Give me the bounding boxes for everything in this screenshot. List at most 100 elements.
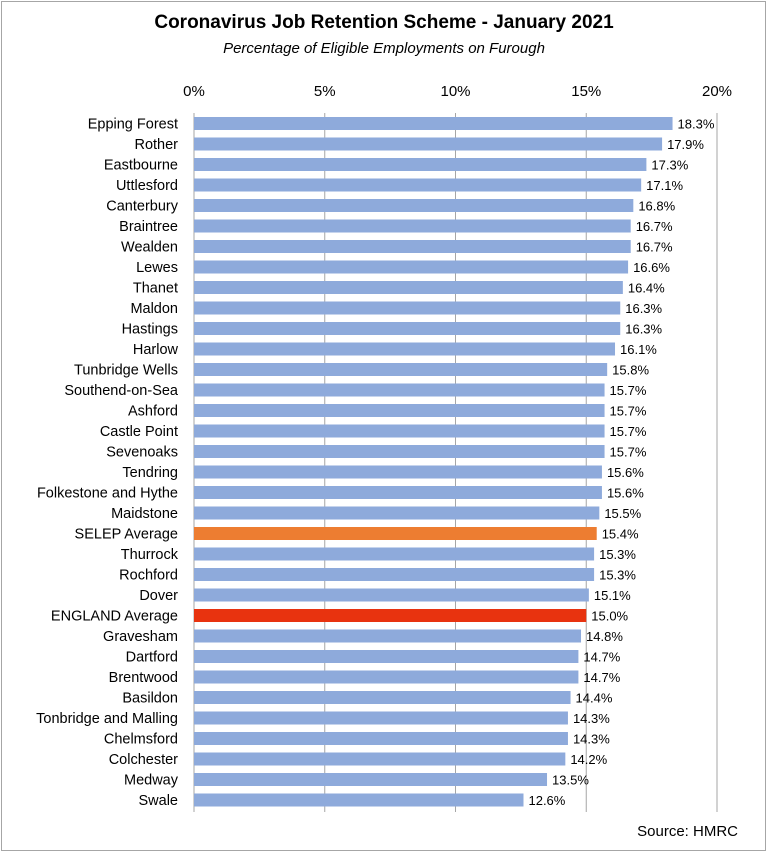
x-tick-label: 15% — [571, 83, 601, 100]
data-label: 14.7% — [583, 670, 620, 685]
data-label: 14.3% — [573, 711, 610, 726]
bar — [194, 752, 566, 766]
category-label: Sevenoaks — [106, 445, 178, 461]
bar — [194, 793, 524, 807]
bar — [194, 629, 582, 643]
category-label: Southend-on-Sea — [64, 383, 179, 399]
data-label: 16.8% — [638, 199, 675, 214]
category-label: Ashford — [128, 404, 178, 420]
bar — [194, 465, 602, 479]
bar — [194, 527, 597, 540]
bar — [194, 240, 631, 253]
category-label: Maidstone — [111, 506, 178, 522]
data-label: 16.7% — [636, 240, 673, 255]
category-label: Braintree — [119, 219, 178, 235]
data-label: 14.4% — [576, 691, 613, 706]
bar — [194, 178, 642, 192]
bar — [194, 609, 587, 622]
x-tick-label: 10% — [440, 83, 470, 100]
data-label: 14.2% — [570, 752, 607, 767]
data-label: 12.6% — [528, 793, 565, 808]
bar — [194, 445, 605, 458]
category-label: Thanet — [133, 281, 178, 297]
data-label: 16.3% — [625, 301, 662, 316]
category-label: Medway — [124, 773, 179, 789]
bar — [194, 691, 571, 704]
category-label: Dover — [139, 588, 178, 604]
x-tick-label: 0% — [183, 83, 205, 100]
bar — [194, 732, 568, 745]
bar — [194, 281, 623, 294]
data-label: 15.0% — [591, 609, 628, 624]
data-label: 16.6% — [633, 260, 670, 275]
category-label: Rochford — [119, 568, 178, 584]
data-label: 15.6% — [607, 486, 644, 501]
source-note: Source: HMRC — [637, 823, 738, 840]
bar — [194, 117, 673, 130]
bar — [194, 383, 605, 397]
data-label: 14.8% — [586, 629, 623, 644]
data-label: 16.7% — [636, 219, 673, 234]
category-label: Tonbridge and Malling — [36, 711, 178, 727]
bar — [194, 711, 568, 725]
bar — [194, 342, 616, 356]
data-label: 13.5% — [552, 773, 589, 788]
bar — [194, 588, 589, 602]
data-label: 15.4% — [602, 527, 639, 542]
data-label: 15.7% — [610, 424, 647, 439]
chart-title: Coronavirus Job Retention Scheme - Janua… — [154, 12, 614, 33]
category-label: Gravesham — [103, 629, 178, 645]
category-label: Canterbury — [106, 199, 178, 215]
data-label: 15.8% — [612, 363, 649, 378]
bar — [194, 363, 608, 376]
bar — [194, 486, 602, 499]
category-label: Uttlesford — [116, 178, 178, 194]
bar — [194, 670, 579, 684]
bar — [194, 137, 663, 151]
data-label: 18.3% — [678, 117, 715, 132]
bar — [194, 568, 595, 581]
data-label: 14.7% — [583, 650, 620, 665]
bar — [194, 506, 600, 520]
category-label: Epping Forest — [88, 117, 178, 133]
category-label: ENGLAND Average — [51, 609, 178, 625]
data-label: 15.3% — [599, 547, 636, 562]
category-label: Tendring — [122, 465, 178, 481]
x-tick-label: 5% — [314, 83, 336, 100]
bar — [194, 301, 621, 315]
data-label: 17.9% — [667, 137, 704, 152]
data-label: 15.7% — [610, 383, 647, 398]
bar — [194, 773, 548, 786]
bar — [194, 424, 605, 438]
category-label: Hastings — [122, 322, 178, 338]
category-label: Thurrock — [121, 547, 179, 563]
data-label: 14.3% — [573, 732, 610, 747]
data-label: 15.6% — [607, 465, 644, 480]
chart-subtitle: Percentage of Eligible Employments on Fu… — [223, 40, 545, 57]
bar — [194, 260, 629, 274]
data-label: 15.7% — [610, 404, 647, 419]
data-label: 16.4% — [628, 281, 665, 296]
category-label: Tunbridge Wells — [74, 363, 178, 379]
bar — [194, 322, 621, 335]
category-label: Rother — [134, 137, 178, 153]
data-label: 16.3% — [625, 322, 662, 337]
category-label: Castle Point — [100, 424, 178, 440]
category-label: SELEP Average — [75, 527, 178, 543]
data-label: 15.3% — [599, 568, 636, 583]
category-label: Basildon — [122, 691, 178, 707]
category-label: Eastbourne — [104, 158, 178, 174]
category-label: Folkestone and Hythe — [37, 486, 178, 502]
category-label: Colchester — [109, 752, 178, 768]
category-label: Dartford — [126, 650, 178, 666]
bar — [194, 199, 634, 212]
category-label: Harlow — [133, 342, 179, 358]
data-label: 15.7% — [610, 445, 647, 460]
data-label: 16.1% — [620, 342, 657, 357]
data-label: 15.1% — [594, 588, 631, 603]
category-label: Brentwood — [109, 670, 178, 686]
category-label: Lewes — [136, 260, 178, 276]
bar — [194, 219, 631, 233]
